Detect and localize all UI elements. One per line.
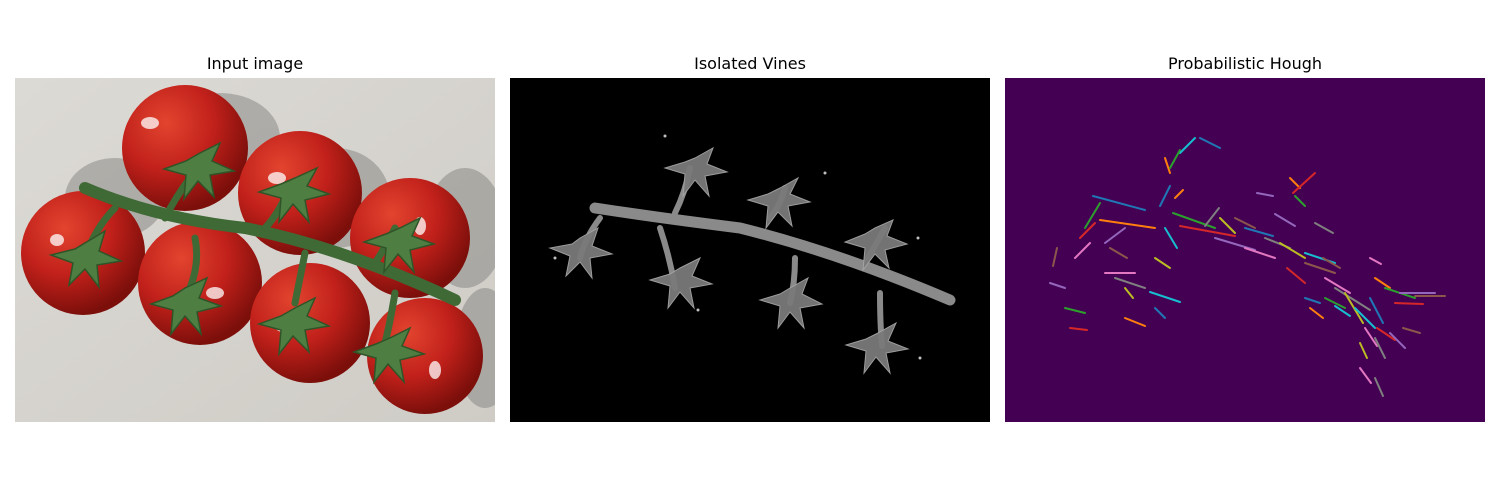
- hough-line-segment: [1109, 247, 1128, 259]
- isolated-vines-title: Isolated Vines: [694, 54, 806, 73]
- hough-line-segment: [1154, 257, 1171, 269]
- hough-line-segment: [1164, 227, 1178, 249]
- vine-mask-image: [510, 78, 990, 422]
- hough-line-segment: [1402, 327, 1421, 334]
- hough-line-segment: [1244, 247, 1276, 259]
- hough-line-segment: [1374, 277, 1391, 289]
- hough-line-segment: [1092, 195, 1146, 211]
- hough-line-segment: [1104, 227, 1126, 244]
- hough-line-segment: [1309, 307, 1324, 319]
- hough-line-segment: [1256, 192, 1274, 197]
- probabilistic-hough-title: Probabilistic Hough: [1167, 54, 1323, 73]
- hough-line-segment: [1359, 342, 1368, 359]
- hough-line-segment: [1324, 297, 1346, 309]
- hough-line-segment: [1154, 307, 1166, 319]
- hough-line-segment: [1279, 242, 1306, 259]
- hough-line-segment: [1174, 189, 1184, 199]
- hough-line-segment: [1052, 247, 1058, 267]
- hough-line-segment: [1164, 157, 1171, 174]
- hough-line-segment: [1214, 237, 1256, 251]
- input-image-panel: [15, 78, 495, 422]
- hough-line-segment: [1354, 307, 1376, 329]
- hough-line-segment: [1374, 377, 1384, 397]
- hough-line-segment: [1169, 149, 1181, 169]
- hough-line-segment: [1292, 172, 1316, 194]
- hough-line-segment: [1274, 213, 1296, 227]
- hough-line-segment: [1149, 291, 1181, 303]
- hough-line-segment: [1334, 305, 1351, 317]
- hough-line-segment: [1314, 222, 1334, 234]
- hough-line-segment: [1234, 217, 1256, 229]
- hough-line-segment: [1394, 302, 1424, 305]
- hough-line-segment: [1289, 177, 1301, 189]
- hough-line-segment: [1359, 367, 1372, 384]
- hough-line-segment: [1099, 219, 1156, 229]
- probabilistic-hough-panel: [1005, 78, 1485, 422]
- hough-background: [1005, 78, 1485, 422]
- hough-line-segment: [1172, 212, 1216, 229]
- hough-line-segment: [1124, 317, 1146, 327]
- hough-line-segment: [1374, 337, 1386, 359]
- hough-line-segment: [1179, 137, 1196, 154]
- tomato-photo: [15, 78, 495, 422]
- hough-line-segment: [1199, 137, 1221, 149]
- hough-line-segment: [1159, 185, 1171, 207]
- hough-line-segment: [1376, 327, 1396, 341]
- hough-line-segment: [1179, 225, 1236, 237]
- hough-line-segment: [1084, 202, 1101, 229]
- hough-line-segment: [1049, 282, 1066, 289]
- input-image-title: Input image: [206, 54, 304, 73]
- hough-line-segment: [1219, 217, 1236, 234]
- isolated-vines-panel: [510, 78, 990, 422]
- hough-line-segment: [1304, 297, 1321, 304]
- hough-line-segment: [1324, 277, 1351, 294]
- hough-line-segment: [1294, 195, 1306, 207]
- hough-line-segment: [1204, 207, 1220, 227]
- hough-line-segment: [1364, 327, 1378, 347]
- tomato: [122, 85, 248, 211]
- hough-line-segment: [1114, 277, 1146, 289]
- hough-line-segment: [1322, 257, 1341, 269]
- hough-line-segment: [1124, 287, 1134, 299]
- tomato: [367, 298, 483, 414]
- hough-lines-image: [1005, 78, 1485, 422]
- hough-line-segment: [1304, 262, 1336, 274]
- hough-line-segment: [1286, 267, 1306, 284]
- hough-line-segment: [1069, 327, 1088, 331]
- hough-line-segment: [1074, 242, 1091, 259]
- hough-line-segment: [1369, 257, 1382, 265]
- hough-line-segment: [1334, 287, 1371, 311]
- hough-line-segment: [1389, 332, 1406, 349]
- hough-line-segment: [1079, 222, 1096, 239]
- hough-line-segment: [1244, 227, 1274, 237]
- hough-line-segment: [1064, 307, 1086, 314]
- hough-line-segment: [1369, 297, 1384, 324]
